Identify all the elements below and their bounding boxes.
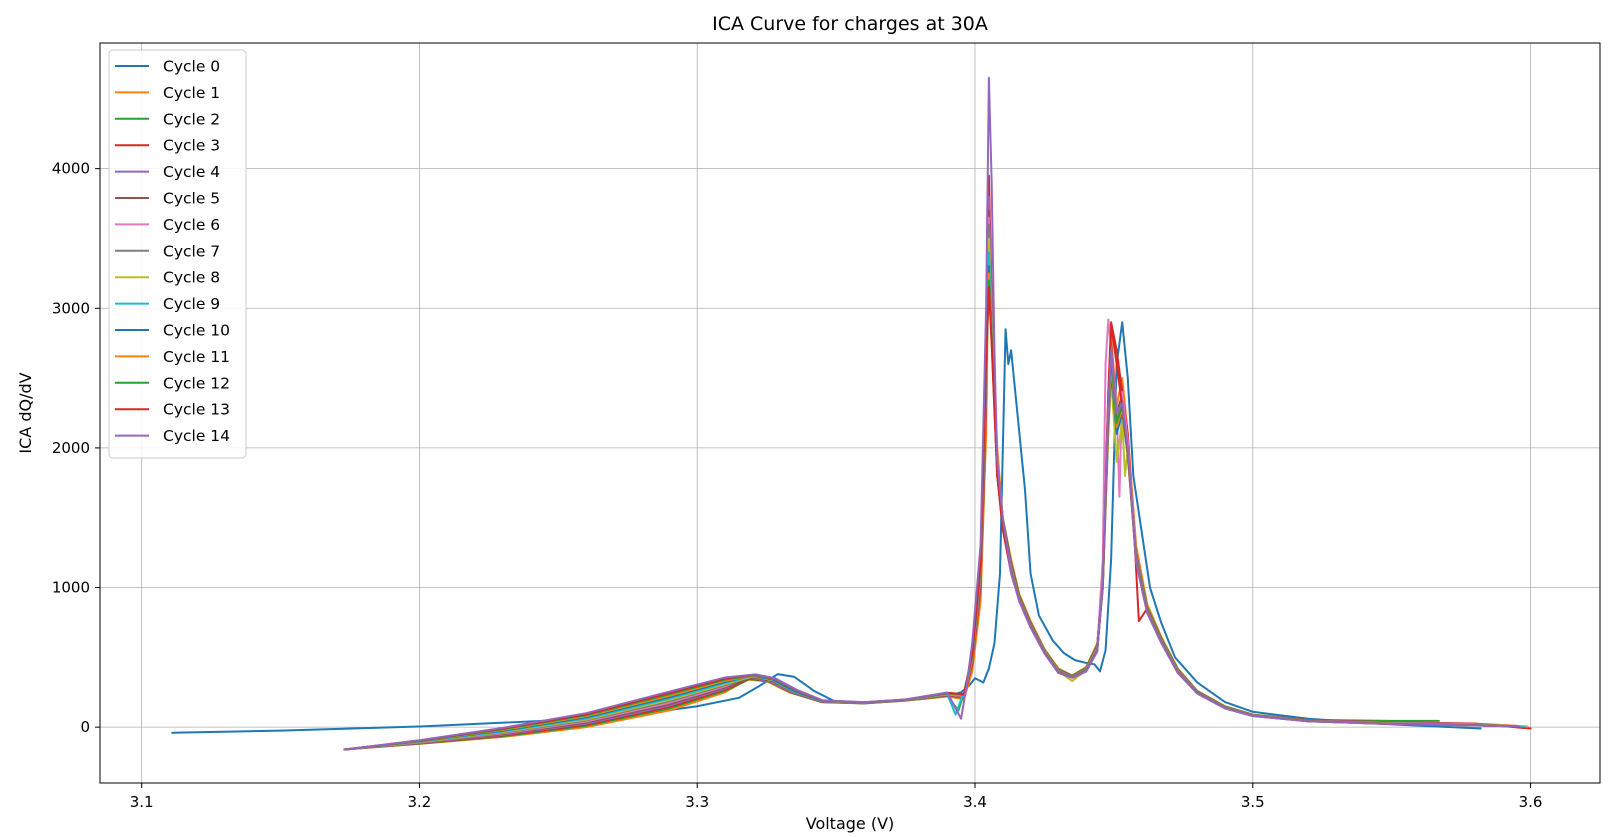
legend-item: Cycle 8 [115, 269, 220, 287]
series-line-cycle-4 [343, 195, 1518, 751]
legend: Cycle 0 Cycle 1 Cycle 2 Cycle 3 Cycle 4 Cycle… [108, 49, 247, 459]
series-line-cycle-7 [343, 223, 1524, 751]
series-line-cycle-0 [171, 321, 1482, 734]
legend-item: Cycle 1 [115, 84, 220, 102]
legend-item: Cycle 7 [115, 242, 220, 260]
legend-item: Cycle 11 [115, 348, 230, 366]
legend-label: Cycle 2 [163, 110, 220, 128]
legend-item: Cycle 10 [115, 322, 230, 340]
y-tick-label: 1000 [52, 579, 90, 597]
series-line-cycle-8 [343, 237, 1529, 751]
legend-label: Cycle 3 [163, 137, 220, 155]
series-line-cycle-5 [343, 209, 1518, 751]
legend-item: Cycle 6 [115, 216, 220, 234]
legend-label: Cycle 9 [163, 295, 220, 313]
legend-label: Cycle 1 [163, 84, 220, 102]
x-tick-label: 3.3 [685, 793, 709, 811]
x-tick-label: 3.6 [1519, 793, 1543, 811]
legend-label: Cycle 11 [163, 348, 230, 366]
legend-label: Cycle 5 [163, 190, 220, 208]
legend-label: Cycle 6 [163, 216, 220, 234]
series-line-cycle-11 [343, 272, 1521, 751]
legend-item: Cycle 2 [115, 110, 220, 128]
series-line-cycle-10 [343, 265, 1521, 751]
y-tick-label: 4000 [52, 160, 90, 178]
series-line-cycle-1 [343, 223, 1518, 751]
series-line-cycle-13 [343, 286, 1521, 751]
chart-title: ICA Curve for charges at 30A [712, 13, 988, 35]
x-tick-label: 3.2 [408, 793, 432, 811]
series-line-cycle-3 [343, 174, 1532, 751]
legend-item: Cycle 5 [115, 190, 220, 208]
plot-area [171, 76, 1532, 751]
legend-item: Cycle 0 [115, 58, 220, 76]
y-tick-label: 3000 [52, 299, 90, 317]
legend-label: Cycle 4 [163, 163, 220, 181]
y-axis-label: ICA dQ/dV [16, 372, 35, 453]
legend-label: Cycle 14 [163, 427, 230, 445]
legend-label: Cycle 13 [163, 401, 230, 419]
legend-label: Cycle 7 [163, 242, 220, 260]
legend-item: Cycle 9 [115, 295, 220, 313]
legend-label: Cycle 8 [163, 269, 220, 287]
legend-item: Cycle 14 [115, 427, 230, 445]
legend-label: Cycle 12 [163, 374, 230, 392]
legend-label: Cycle 0 [163, 58, 220, 76]
x-axis-label: Voltage (V) [806, 814, 895, 833]
grid-layer [100, 43, 1600, 783]
series-line-cycle-12 [343, 279, 1521, 751]
legend-item: Cycle 4 [115, 163, 220, 181]
x-tick-label: 3.1 [130, 793, 154, 811]
plot-frame [99, 42, 1601, 784]
x-tick-label: 3.4 [963, 793, 987, 811]
x-tick-label: 3.5 [1241, 793, 1265, 811]
series-layer [171, 76, 1532, 751]
tick-layer: 3.1 3.2 3.3 3.4 3.5 3.6 0 1000 2000 3000 4000 [52, 160, 1543, 811]
series-line-cycle-6 [343, 216, 1518, 751]
legend-item: Cycle 12 [115, 374, 230, 392]
legend-item: Cycle 13 [115, 401, 230, 419]
series-line-cycle-2 [343, 265, 1440, 751]
y-tick-label: 0 [80, 718, 90, 736]
legend-item: Cycle 3 [115, 137, 220, 155]
series-line-cycle-14 [343, 76, 1521, 751]
series-line-cycle-9 [343, 251, 1526, 751]
y-tick-label: 2000 [52, 439, 90, 457]
legend-label: Cycle 10 [163, 322, 230, 340]
